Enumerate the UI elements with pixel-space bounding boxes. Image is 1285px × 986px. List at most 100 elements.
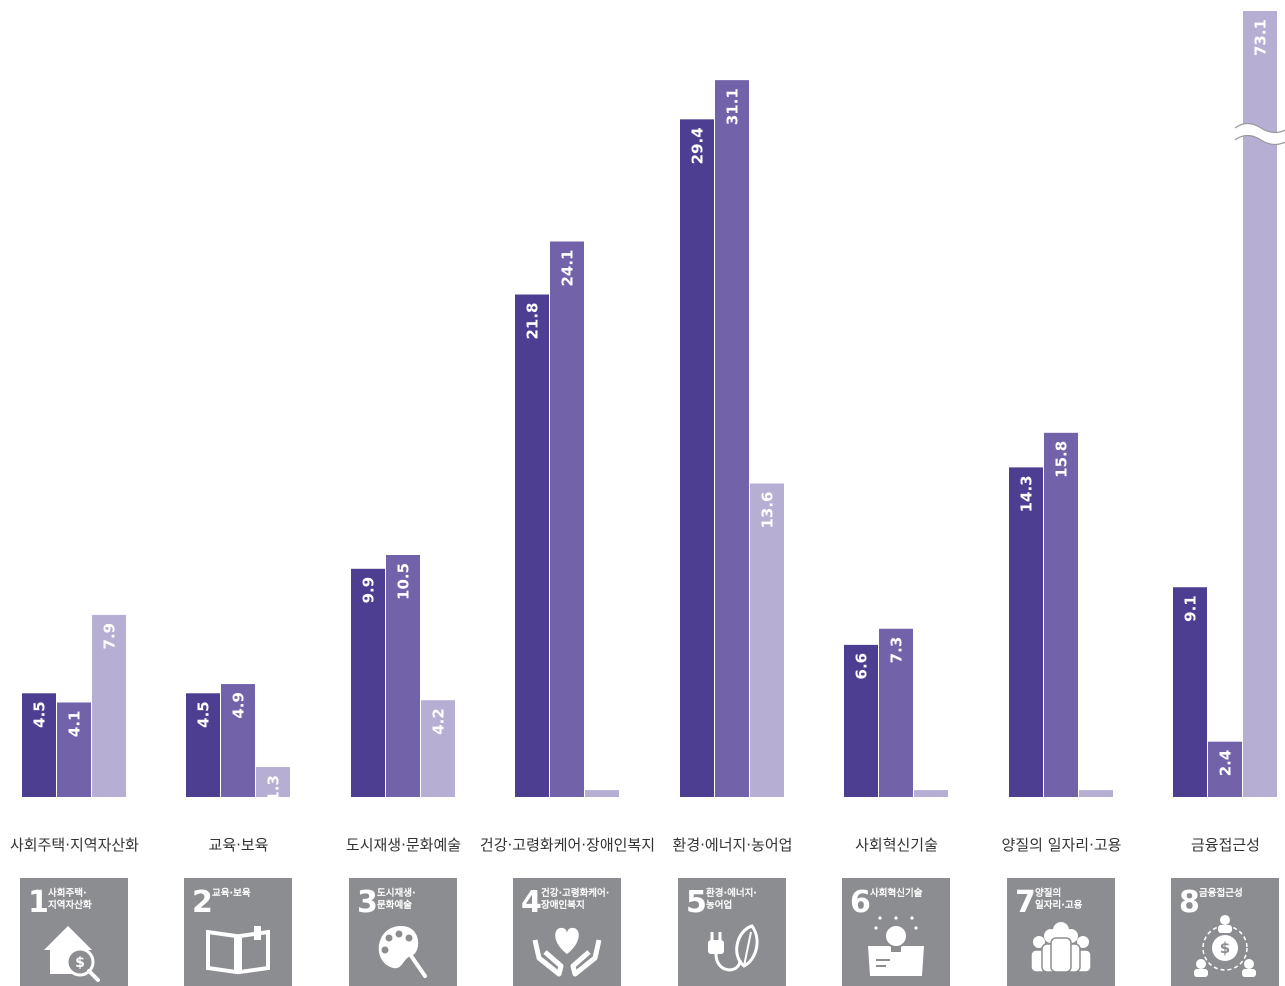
bar-value-label: 13.6 — [759, 492, 777, 529]
bar-value-label: 4.5 — [195, 701, 213, 728]
bar — [914, 790, 948, 797]
category-label: 도시재생·문화예술 — [346, 836, 461, 854]
badge-background — [513, 878, 621, 986]
badge-number: 2 — [192, 885, 213, 920]
bar-value-label: 7.9 — [101, 623, 119, 650]
badge-title-line: 도시재생· — [377, 887, 416, 899]
open-book-icon — [206, 926, 270, 975]
category-badge: 4 건강·고령화케어·장애인복지 — [513, 878, 621, 986]
category-label: 양질의 일자리·고용 — [1002, 836, 1122, 854]
bar — [1044, 432, 1078, 797]
category-label: 사회주택·지역자산화 — [10, 836, 139, 854]
bar — [221, 684, 255, 797]
category-badge: 2 교육·보육 — [184, 878, 292, 986]
bar — [680, 119, 714, 797]
bar — [22, 693, 56, 797]
palette-brush-icon — [378, 926, 427, 978]
bar — [186, 693, 220, 797]
bar — [750, 483, 784, 797]
bar-value-label: 15.8 — [1053, 441, 1071, 478]
bar-value-label: 10.5 — [395, 563, 413, 600]
badge-title-line: 환경·에너지· — [706, 887, 757, 899]
bar — [585, 790, 619, 797]
bar-value-label: 1.3 — [265, 775, 283, 802]
bar-value-label: 24.1 — [559, 249, 577, 286]
bar-value-label: 9.9 — [360, 577, 378, 604]
badge-title-line: 사회혁신기술 — [870, 887, 923, 899]
svg-text:$: $ — [1220, 939, 1230, 957]
bars-layer: 4.5 4.5 9.9 21.8 29.4 6.6 14.3 9.1 4.1 4.9 10.5 24.… — [22, 11, 1285, 802]
badge-title-line: 금융접근성 — [1199, 887, 1243, 899]
bar — [57, 702, 91, 797]
house-coin-magnifier-icon: $ — [44, 926, 100, 982]
category-badge: 3 도시재생·문화예술 — [349, 878, 457, 986]
bar-value-label: 6.6 — [853, 653, 871, 680]
bar-value-label: 9.1 — [1182, 595, 1200, 622]
bar-value-label: 31.1 — [724, 88, 742, 125]
bar — [1079, 790, 1113, 797]
axis-break-line — [1234, 134, 1285, 146]
badge-title-line: 일자리·고용 — [1035, 899, 1083, 911]
people-group-icon — [1030, 922, 1092, 973]
bar — [515, 294, 549, 797]
bar — [1208, 741, 1242, 797]
bar-value-label: 4.5 — [31, 701, 49, 728]
bar-value-label: 7.3 — [888, 637, 906, 664]
badge-background — [678, 878, 786, 986]
bar — [1173, 587, 1207, 797]
bar — [879, 628, 913, 797]
category-badges: 1 사회주택·지역자산화 $2 교육·보육 3 도시재생·문화예술 4 건강·고령화케어·장애… — [20, 878, 1279, 986]
badge-title-line: 사회주택· — [48, 887, 87, 899]
bar-value-label: 21.8 — [524, 303, 542, 340]
bar — [386, 554, 420, 797]
bar-value-label: 29.4 — [689, 127, 707, 164]
bar-value-label: 14.3 — [1018, 475, 1036, 512]
heart-hands-icon — [532, 927, 602, 977]
badge-number: 7 — [1015, 885, 1036, 920]
category-label: 교육·보육 — [209, 836, 269, 854]
bar-value-label: 2.4 — [1217, 750, 1235, 777]
category-badge: 5 환경·에너지·농어업 — [678, 878, 786, 986]
badge-title-line: 교육·보육 — [212, 888, 251, 899]
category-badge: 8 금융접근성 $ — [1171, 878, 1279, 986]
badge-title-line: 문화예술 — [377, 899, 412, 911]
category-badge: 6 사회혁신기술 — [842, 878, 950, 986]
lightbulb-box-icon — [868, 916, 924, 976]
coin-network-icon: $ — [1194, 915, 1256, 977]
bar-value-label: 73.1 — [1252, 19, 1270, 56]
bar — [421, 700, 455, 797]
plug-leaf-icon — [708, 924, 759, 972]
bar-value-label: 4.1 — [66, 710, 84, 737]
axis-break-gap — [1235, 123, 1285, 145]
category-label: 사회혁신기술 — [855, 836, 938, 854]
bar — [715, 80, 749, 797]
bar — [351, 568, 385, 797]
category-badge: 1 사회주택·지역자산화 $ — [20, 878, 128, 986]
badge-number: 4 — [521, 885, 542, 920]
category-label: 환경·에너지·농어업 — [673, 836, 793, 854]
badge-title-line: 장애인복지 — [541, 899, 585, 911]
badge-number: 8 — [1179, 885, 1200, 920]
bar-value-label: 4.9 — [230, 692, 248, 719]
bar — [1009, 467, 1043, 797]
badge-number: 6 — [850, 885, 871, 920]
badge-number: 1 — [28, 885, 49, 920]
badge-number: 3 — [357, 885, 378, 920]
badge-number: 5 — [686, 885, 707, 920]
bar — [550, 241, 584, 797]
bar — [92, 614, 126, 797]
category-labels: 사회주택·지역자산화 교육·보육 도시재생·문화예술 건강·고령화케어·장애인복지 환경… — [10, 836, 1260, 854]
bar-value-label: 4.2 — [430, 708, 448, 735]
badge-title-line: 건강·고령화케어· — [541, 887, 609, 899]
category-label: 건강·고령화케어·장애인복지 — [480, 836, 655, 854]
bar — [844, 644, 878, 797]
category-label: 금융접근성 — [1191, 836, 1260, 854]
badge-title-line: 지역자산화 — [48, 899, 92, 911]
bar — [256, 767, 290, 797]
svg-text:$: $ — [75, 955, 85, 971]
axis-break-line — [1234, 122, 1285, 134]
badge-title-line: 농어업 — [706, 899, 732, 911]
badge-title-line: 양질의 — [1035, 887, 1061, 899]
